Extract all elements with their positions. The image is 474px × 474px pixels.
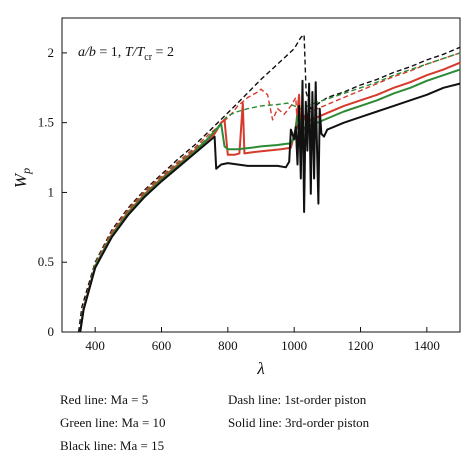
x-tick-label: 400	[85, 338, 105, 353]
y-tick-label: 1	[48, 184, 55, 199]
series-layer	[77, 34, 461, 333]
legend-note-solid: Solid line: 3rd-order piston	[228, 415, 370, 430]
x-tick-label: 1000	[281, 338, 307, 353]
y-tick-label: 1.5	[38, 115, 54, 130]
plot-frame	[61, 17, 461, 333]
y-tick-label: 0.5	[38, 254, 54, 269]
legend-note-dash: Dash line: 1st-order piston	[228, 392, 367, 407]
legend-note-black: Black line: Ma = 15	[60, 438, 164, 453]
legend-note-green: Green line: Ma = 10	[60, 415, 166, 430]
series-line-1	[77, 34, 461, 333]
x-tick-label: 1200	[348, 338, 374, 353]
y-axis-ticks: 0 0.5 1 1.5 2	[38, 45, 67, 339]
series-line-6	[79, 79, 461, 333]
series-line-2	[79, 52, 461, 333]
series-line-3	[79, 52, 461, 333]
x-axis-ticks: 400 600 800 1000 1200 1400	[85, 327, 440, 353]
series-line-4	[79, 61, 461, 333]
x-tick-label: 800	[218, 338, 238, 353]
y-tick-label: 0	[48, 324, 55, 339]
y-axis-label: Wp	[11, 168, 33, 188]
plot-annotation: a/b = 1, T/Tcr = 2	[78, 45, 174, 63]
legend-note-red: Red line: Ma = 5	[60, 392, 148, 407]
x-axis-label: λ	[256, 359, 264, 378]
series-line-5	[79, 68, 461, 333]
x-tick-label: 600	[152, 338, 172, 353]
x-tick-label: 1400	[414, 338, 440, 353]
y-tick-label: 2	[48, 45, 55, 60]
